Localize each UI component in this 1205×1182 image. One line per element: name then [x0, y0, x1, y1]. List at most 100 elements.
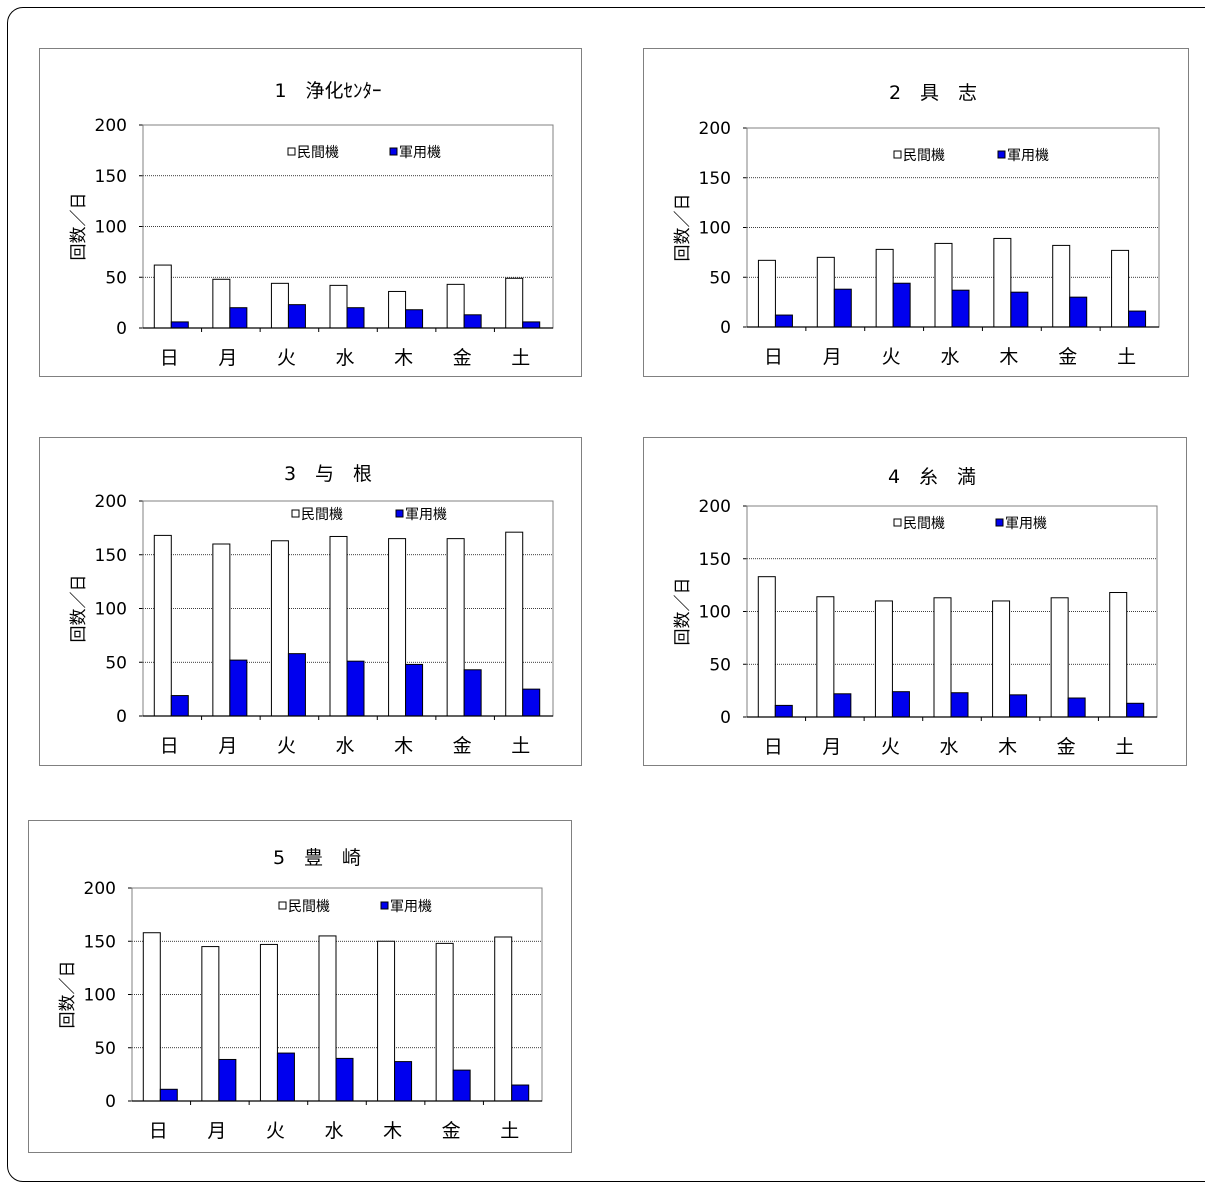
x-tick-label: 土	[1115, 736, 1134, 758]
bar-military	[1069, 296, 1088, 328]
chart-panel-1: 1 浄化ｾﾝﾀｰ 回数／日 0 50 100 150 200 日 月 火 水 木 金 土 民間機 軍用機	[39, 48, 582, 377]
y-tick-label: 0	[720, 708, 731, 728]
bar-military	[170, 321, 189, 329]
x-tick-label: 火	[881, 736, 900, 758]
legend-swatch	[997, 150, 1006, 159]
y-tick-label: 150	[95, 167, 127, 187]
bar-civil	[270, 282, 289, 329]
bar-civil	[757, 259, 776, 328]
x-tick-label: 木	[999, 346, 1018, 368]
bar-civil	[446, 283, 465, 329]
bar-civil	[318, 935, 337, 1102]
y-tick-label: 100	[95, 218, 127, 238]
bar-civil	[993, 237, 1012, 328]
x-tick-label: 日	[160, 347, 179, 369]
x-tick-label: 火	[277, 347, 296, 369]
x-tick-label: 火	[266, 1120, 285, 1142]
y-tick-label: 0	[105, 1092, 116, 1112]
legend-label: 民間機	[301, 507, 343, 523]
chart-title: 5 豊 崎	[273, 847, 361, 869]
bar-military	[892, 282, 911, 328]
x-tick-label: 木	[394, 735, 413, 757]
bar-military	[774, 704, 793, 718]
legend-swatch	[287, 147, 296, 156]
y-axis-title: 回数／日	[69, 193, 89, 261]
bar-civil	[153, 534, 172, 717]
x-tick-label: 水	[335, 735, 354, 757]
x-tick-label: 金	[1058, 346, 1077, 368]
bar-civil	[388, 538, 407, 717]
x-tick-label: 月	[207, 1120, 226, 1142]
bar-civil	[933, 597, 952, 718]
x-tick-label: 金	[453, 735, 472, 757]
bar-civil	[329, 284, 348, 329]
y-tick-label: 100	[699, 219, 731, 239]
legend-label: 民間機	[297, 145, 339, 161]
y-tick-label: 0	[720, 318, 731, 338]
bar-military	[1126, 702, 1145, 718]
bar-military	[394, 1061, 413, 1102]
y-tick-label: 200	[95, 116, 127, 136]
bar-civil	[329, 535, 348, 717]
y-tick-label: 50	[105, 268, 127, 288]
bar-military	[463, 314, 482, 329]
bar-civil	[377, 940, 396, 1102]
y-tick-label: 150	[95, 546, 127, 566]
x-tick-label: 日	[764, 346, 783, 368]
legend-swatch	[995, 518, 1004, 527]
bar-civil	[212, 278, 231, 329]
bar-military	[951, 289, 970, 328]
bar-civil	[816, 256, 835, 328]
bar-military	[1009, 694, 1028, 718]
chart-title: 2 具 志	[889, 82, 977, 104]
chart-title: 1 浄化ｾﾝﾀｰ	[274, 80, 381, 102]
chart-panel-2: 2 具 志回数／日 0 50 100 150 200 日 月 火 水 木 金 土 民間機 軍用機	[643, 48, 1189, 377]
y-tick-label: 150	[699, 550, 731, 570]
bar-civil	[435, 942, 454, 1102]
x-tick-label: 月	[822, 736, 841, 758]
y-tick-label: 50	[105, 653, 127, 673]
y-axis-title: 回数／日	[69, 575, 89, 643]
bar-military	[405, 309, 424, 329]
bar-military	[463, 669, 482, 717]
legend-swatch	[893, 518, 902, 527]
y-tick-label: 200	[95, 492, 127, 512]
chart-title: 4 糸 満	[888, 466, 976, 488]
legend-label: 民間機	[288, 899, 330, 915]
bar-military	[287, 653, 306, 717]
bar-military	[950, 692, 969, 718]
bar-civil	[1050, 597, 1069, 718]
bar-civil	[505, 531, 524, 717]
bar-military	[170, 695, 189, 717]
bar-military	[335, 1057, 354, 1102]
legend-swatch	[395, 509, 404, 518]
bar-military	[833, 693, 852, 718]
y-axis-title: 回数／日	[673, 578, 693, 646]
y-tick-label: 0	[116, 319, 127, 339]
bar-civil	[874, 600, 893, 718]
y-tick-label: 50	[709, 655, 731, 675]
bar-military	[229, 659, 248, 717]
legend-label: 軍用機	[390, 899, 432, 915]
x-tick-label: 金	[453, 347, 472, 369]
x-tick-label: 水	[940, 346, 959, 368]
x-tick-label: 月	[218, 735, 237, 757]
x-tick-label: 日	[764, 736, 783, 758]
x-tick-label: 土	[1117, 346, 1136, 368]
bar-civil	[446, 538, 465, 717]
bar-military	[229, 307, 248, 329]
y-tick-label: 200	[84, 879, 116, 899]
bar-military	[346, 307, 365, 329]
y-tick-label: 100	[699, 603, 731, 623]
bar-military	[452, 1069, 471, 1102]
bar-military	[522, 688, 541, 717]
x-tick-label: 水	[335, 347, 354, 369]
chart-panel-5: 5 豊 崎回数／日 0 50 100 150 200 日 月 火 水 木 金 土 民間機 軍用機	[28, 820, 572, 1153]
bar-civil	[494, 936, 513, 1102]
bar-civil	[934, 242, 953, 328]
chart-title: 3 与 根	[284, 463, 372, 485]
bar-civil	[270, 540, 289, 717]
bar-military	[1128, 310, 1147, 328]
y-tick-label: 200	[699, 119, 731, 139]
legend-swatch	[278, 901, 287, 910]
